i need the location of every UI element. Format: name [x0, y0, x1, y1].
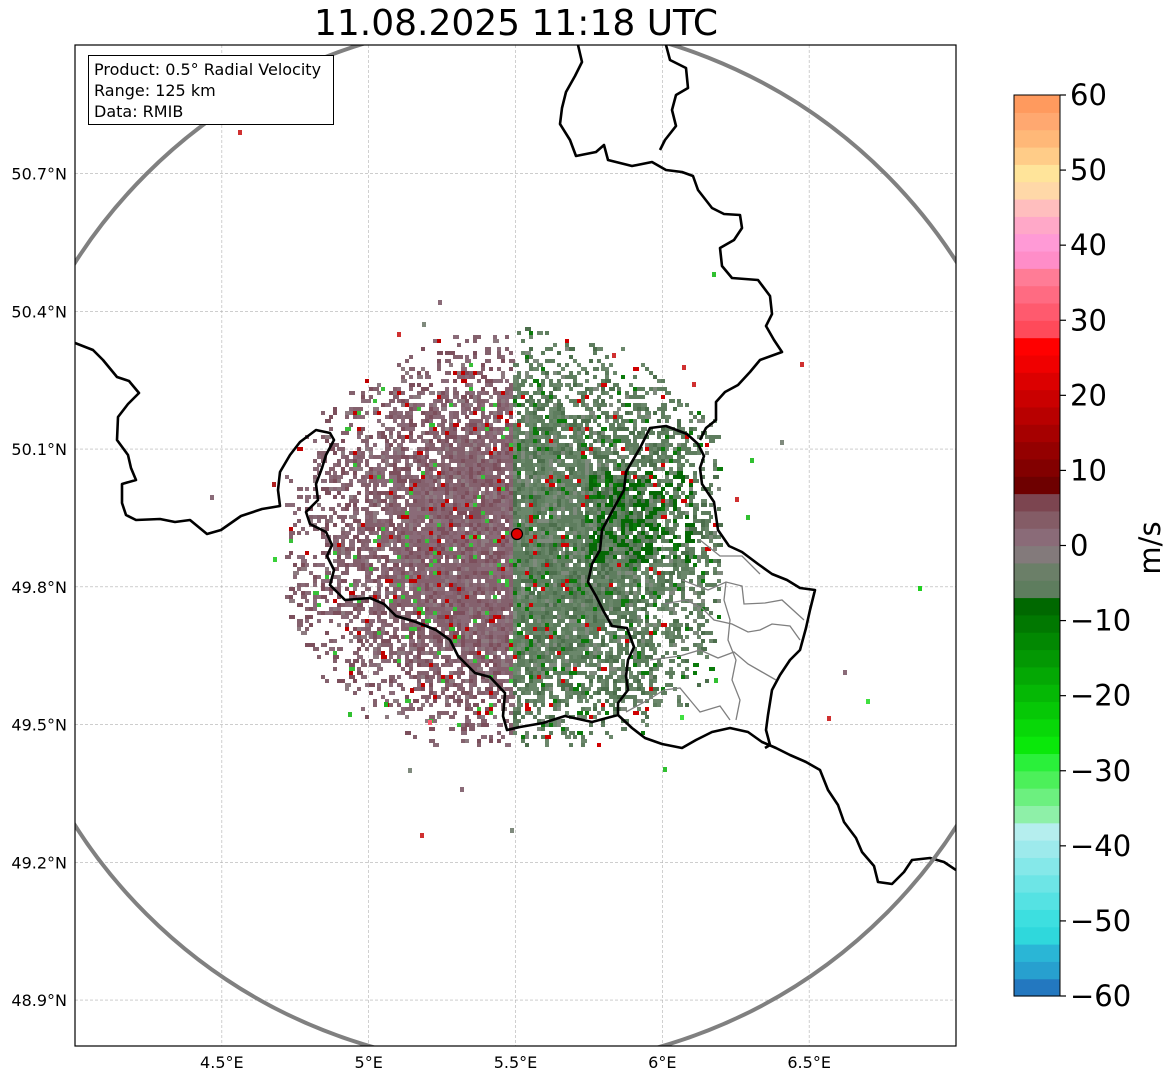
- border-south-east: [617, 714, 956, 886]
- country-borders: [75, 45, 956, 886]
- y-tick-label: 50.1°N: [11, 440, 67, 459]
- map-frame: [74, 44, 957, 1047]
- border-belgium-france-west: [75, 341, 817, 750]
- info-range: Range: 125 km: [94, 81, 216, 100]
- x-tick-label: 5°E: [355, 1053, 383, 1072]
- info-box: Product: 0.5° Radial Velocity Range: 125…: [88, 55, 334, 125]
- map-title: 11.08.2025 11:18 UTC: [313, 3, 719, 44]
- y-tick-label: 49.5°N: [11, 716, 67, 735]
- axis-ticks: 4.5°E 5°E 5.5°E 6°E 6.5°E 48.9°N 49.2°N 49.5°N 4…: [11, 165, 831, 1072]
- radar-site-marker: [510, 527, 524, 541]
- x-tick-label: 6°E: [648, 1053, 676, 1072]
- x-tick-label: 5.5°E: [494, 1053, 538, 1072]
- y-tick-label: 50.4°N: [11, 302, 67, 321]
- border-luxembourg-east: [658, 45, 690, 151]
- y-tick-label: 49.8°N: [11, 578, 67, 597]
- y-tick-label: 50.7°N: [11, 165, 67, 184]
- x-tick-label: 4.5°E: [200, 1053, 244, 1072]
- info-product: Product: 0.5° Radial Velocity: [94, 60, 322, 79]
- x-tick-label: 6.5°E: [787, 1053, 831, 1072]
- border-germany-luxembourg-east: [558, 45, 784, 441]
- radar-echoes: [210, 130, 922, 838]
- admin-borders: [625, 539, 805, 721]
- y-tick-label: 48.9°N: [11, 991, 67, 1010]
- info-data-source: Data: RMIB: [94, 102, 184, 121]
- y-tick-label: 49.2°N: [11, 853, 67, 872]
